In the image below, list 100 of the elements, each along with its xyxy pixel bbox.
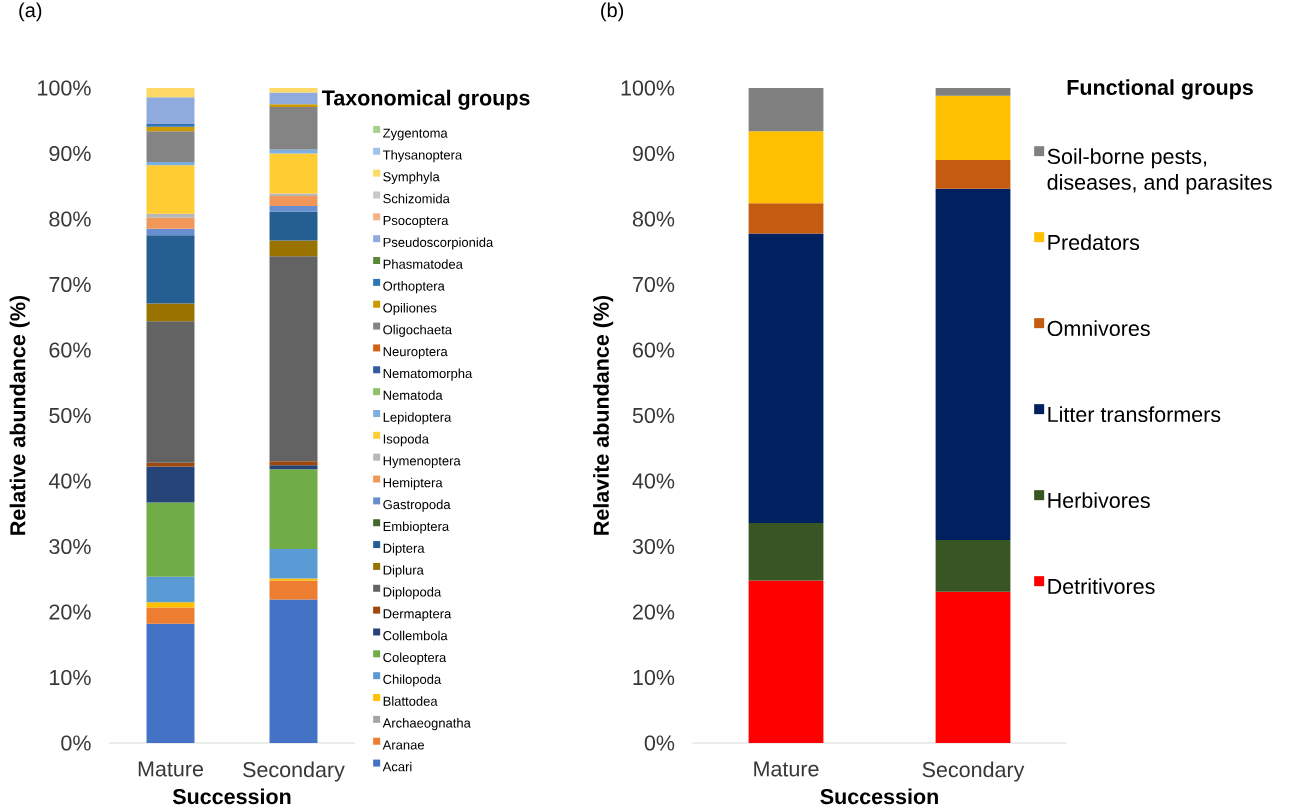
y-tick-label: 30% xyxy=(49,538,91,555)
legend-label: Embioptera xyxy=(383,521,450,534)
y-tick-label: 20% xyxy=(633,604,675,620)
bar xyxy=(935,95,1011,161)
bar xyxy=(146,607,195,624)
y-tick-label: 10% xyxy=(50,669,91,686)
bar xyxy=(269,549,318,579)
legend-label: Soil-borne pests, diseases, and parasites xyxy=(1047,148,1272,195)
bar xyxy=(269,196,318,206)
legend-label: Diplopoda xyxy=(383,587,442,600)
legend-label: Zygentoma xyxy=(383,128,448,141)
legend-label: Acari xyxy=(382,761,412,772)
legend-label: Isopoda xyxy=(383,434,429,447)
y-tick-label: 70% xyxy=(633,276,675,293)
bar xyxy=(146,228,195,236)
legend-label: Pseudoscorpionida xyxy=(383,237,494,250)
x-tick-label: Mature xyxy=(138,761,203,777)
y-tick-label: 100% xyxy=(621,80,675,96)
legend-label: Hemiptera xyxy=(383,477,443,490)
legend-label: Gastropoda xyxy=(383,499,451,512)
y-tick-label: 60% xyxy=(49,342,91,358)
x-axis-title: Succession xyxy=(820,788,938,805)
y-tick-label: 40% xyxy=(632,473,675,489)
x-axis-title: Succession xyxy=(172,788,291,805)
bar xyxy=(269,87,318,93)
legend-label: Chilopoda xyxy=(383,674,442,687)
bar xyxy=(269,106,318,150)
bar xyxy=(748,580,824,743)
bar xyxy=(146,87,195,98)
bar xyxy=(935,188,1011,540)
bar xyxy=(269,205,318,212)
bar xyxy=(748,131,824,204)
legend-label: Coleoptera xyxy=(383,652,447,665)
y-tick-label: 30% xyxy=(632,538,675,555)
bar xyxy=(935,539,1011,592)
bar xyxy=(269,240,318,257)
legend-label: Herbivores xyxy=(1048,492,1150,509)
legend-label: Predators xyxy=(1048,234,1140,251)
bar xyxy=(269,580,318,600)
bar xyxy=(269,153,318,194)
bar xyxy=(748,522,824,581)
legend-label: Nematoda xyxy=(383,390,443,400)
legend-label: Phasmatodea xyxy=(383,259,463,269)
bar xyxy=(269,465,318,470)
y-tick-label: 0% xyxy=(61,735,91,751)
legend-label: Detritivores xyxy=(1048,578,1155,595)
y-tick-label: 70% xyxy=(49,276,91,293)
legend-label: Hymenoptera xyxy=(383,456,461,469)
bar xyxy=(935,591,1011,743)
chart-title: (b) xyxy=(601,2,624,22)
legend-label: Neuroptera xyxy=(383,347,448,359)
bar xyxy=(146,213,195,218)
bar xyxy=(146,623,195,743)
bar xyxy=(146,462,195,467)
bar xyxy=(146,466,195,503)
x-tick-label: Secondary xyxy=(922,761,1025,782)
legend-label: Thysanoptera xyxy=(382,150,463,163)
bar xyxy=(748,87,824,132)
y-tick-label: 50% xyxy=(49,407,91,424)
bar xyxy=(269,461,318,466)
bar xyxy=(146,131,195,163)
bar xyxy=(146,576,195,603)
bar xyxy=(935,160,1011,189)
legend-label: Omnivores xyxy=(1047,320,1150,337)
legend-title: Functional groups xyxy=(1067,79,1253,100)
legend-label: Collembola xyxy=(383,630,448,641)
bar xyxy=(146,235,195,304)
legend-label: Schizomida xyxy=(383,193,450,204)
bar xyxy=(748,203,824,234)
legend-label: Archaeognatha xyxy=(382,718,471,731)
y-tick-label: 80% xyxy=(49,211,91,227)
legend-label: Psocoptera xyxy=(383,216,449,228)
y-tick-label: 40% xyxy=(48,473,91,489)
y-tick-label: 10% xyxy=(633,669,675,686)
legend-label: Dermaptera xyxy=(383,609,452,621)
legend-label: Oligochaeta xyxy=(383,324,453,337)
legend-label: Aranae xyxy=(382,740,424,750)
x-tick-label: Secondary xyxy=(243,761,345,782)
bar xyxy=(146,162,195,166)
bar xyxy=(748,233,824,523)
bar xyxy=(269,211,318,241)
legend-label: Blattodea xyxy=(383,696,438,706)
bar xyxy=(146,303,195,322)
legend-label: Litter transformers xyxy=(1048,406,1221,423)
legend-label: Opiliones xyxy=(383,302,437,316)
legend-label: Diplura xyxy=(383,565,424,578)
y-axis-title: Relavite abundance (%) xyxy=(593,295,614,535)
bar xyxy=(146,602,195,608)
y-tick-label: 50% xyxy=(632,407,675,424)
y-tick-label: 100% xyxy=(38,80,91,96)
bar xyxy=(269,469,318,550)
bar xyxy=(269,599,318,743)
legend-label: Lepidoptera xyxy=(383,412,452,425)
y-tick-label: 90% xyxy=(49,145,91,162)
legend-label: Nematomorpha xyxy=(383,368,473,381)
chart-title: (a) xyxy=(19,2,42,22)
y-tick-label: 20% xyxy=(49,604,91,620)
bar xyxy=(146,165,195,214)
bar xyxy=(269,92,318,105)
y-tick-label: 60% xyxy=(633,342,675,358)
